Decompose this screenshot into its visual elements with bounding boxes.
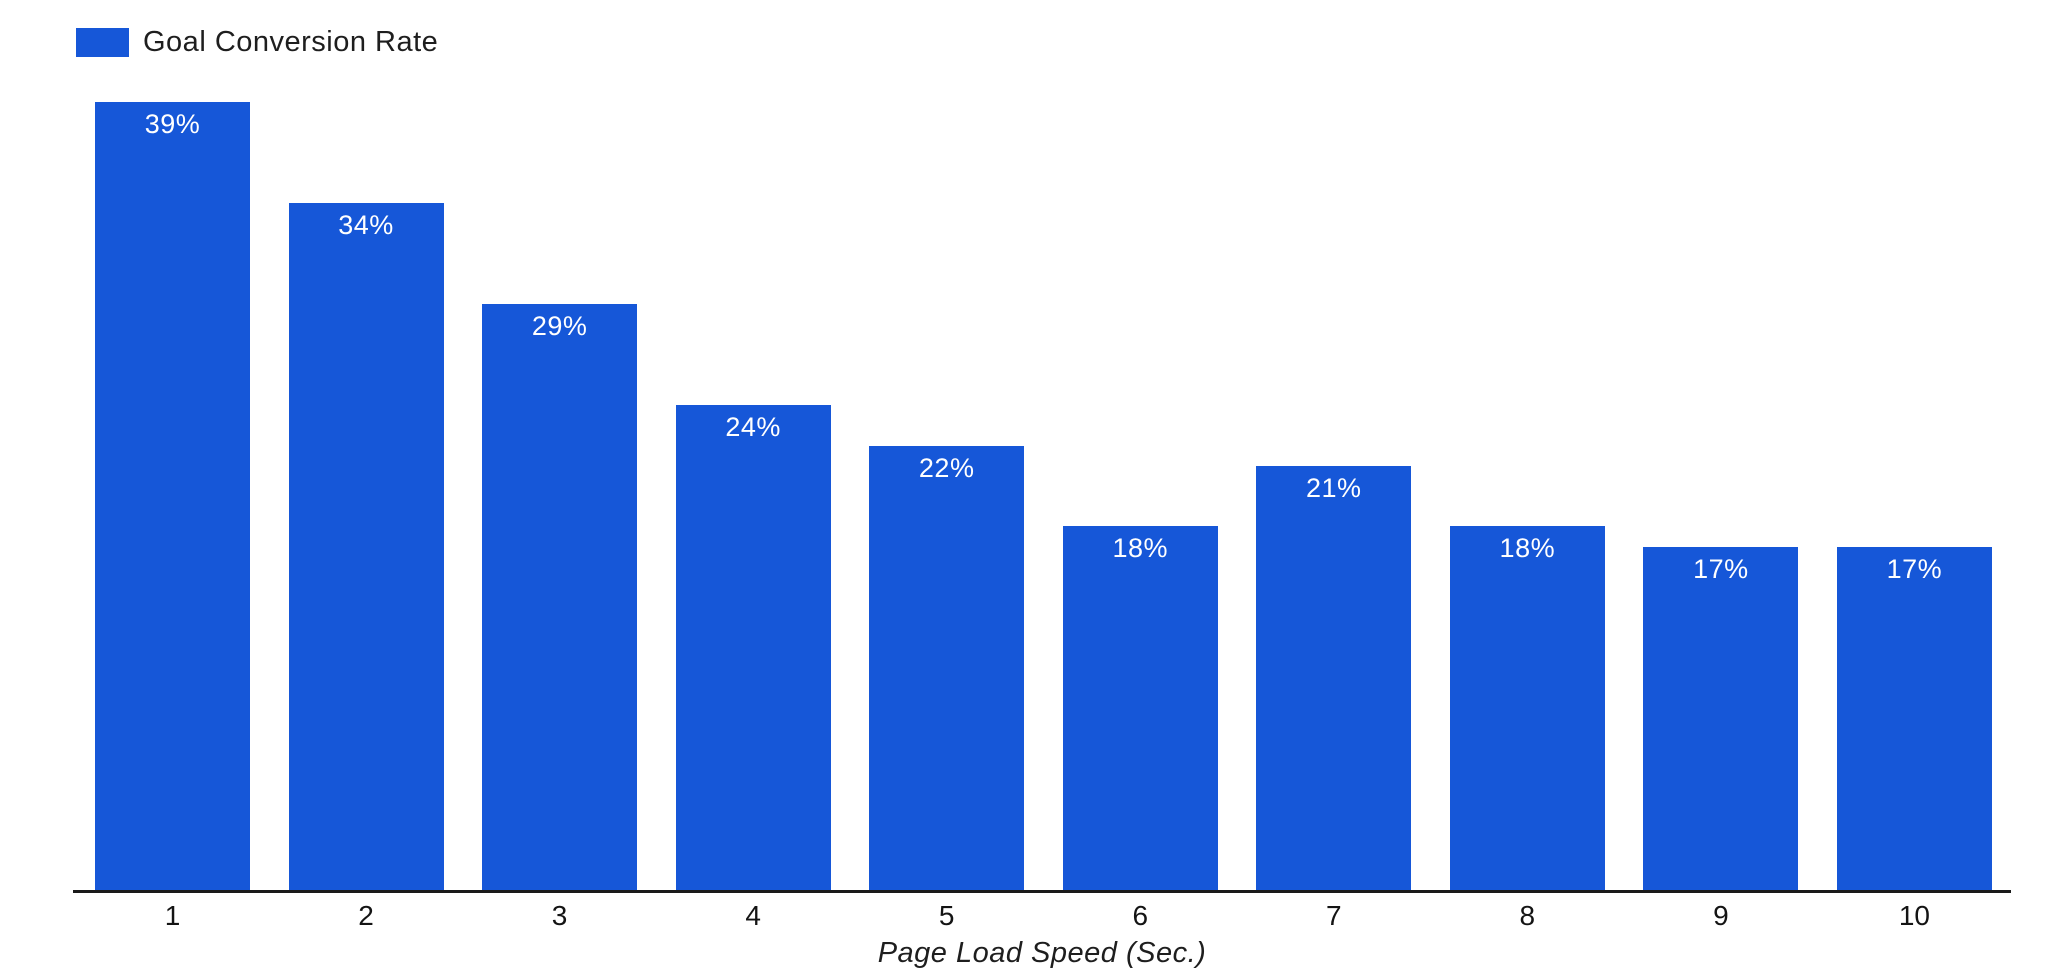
bar-value-label: 24%	[725, 412, 781, 443]
x-tick-label-9: 9	[1713, 900, 1729, 931]
bar-value-label: 21%	[1306, 472, 1362, 503]
bar-8: 18%	[1449, 526, 1605, 890]
bar-4: 24%	[675, 405, 831, 890]
x-tick-label-10: 10	[1898, 900, 1930, 931]
bar-value-label: 18%	[1112, 533, 1168, 564]
legend: Goal Conversion Rate	[76, 26, 438, 59]
legend-label: Goal Conversion Rate	[143, 26, 439, 58]
bar-value-label: 17%	[1693, 553, 1749, 584]
bar-7: 21%	[1256, 465, 1412, 890]
bar-9: 17%	[1643, 546, 1799, 890]
bar-value-label: 18%	[1499, 533, 1556, 564]
bar-value-label: 39%	[144, 109, 201, 140]
legend-swatch	[76, 28, 129, 57]
bars-container: 39% 34% 29% 24% 22% 18% 21% 18% 17% 17%	[73, 82, 2011, 893]
bar-3: 29%	[482, 304, 638, 890]
bar-value-label: 34%	[338, 210, 394, 241]
x-axis-title: Page Load Speed (Sec.)	[877, 937, 1207, 968]
x-tick-label-3: 3	[551, 900, 568, 931]
x-tick-label-6: 6	[1132, 900, 1149, 931]
bar-1: 39%	[95, 102, 250, 890]
x-tick-label-8: 8	[1519, 900, 1536, 931]
bar-value-label: 29%	[531, 311, 588, 342]
x-tick-label-4: 4	[745, 900, 761, 931]
x-tick-label-2: 2	[358, 900, 374, 931]
bar-value-label: 22%	[918, 452, 975, 483]
x-axis-ticks: 1 2 3 4 5 6 7 8 9 10	[73, 900, 2011, 932]
bar-10: 17%	[1836, 546, 1992, 890]
x-tick-label-7: 7	[1325, 900, 1342, 931]
plot-area: 39% 34% 29% 24% 22% 18% 21% 18% 17% 17% 1 2 3 4 5 6 7 8 9…	[73, 82, 2011, 968]
bar-5: 22%	[869, 445, 1025, 890]
bar-2: 34%	[288, 203, 444, 890]
x-tick-label-5: 5	[938, 900, 955, 931]
bar-value-label: 17%	[1886, 553, 1943, 584]
x-tick-label-1: 1	[164, 900, 181, 931]
bar-6: 18%	[1062, 526, 1218, 890]
